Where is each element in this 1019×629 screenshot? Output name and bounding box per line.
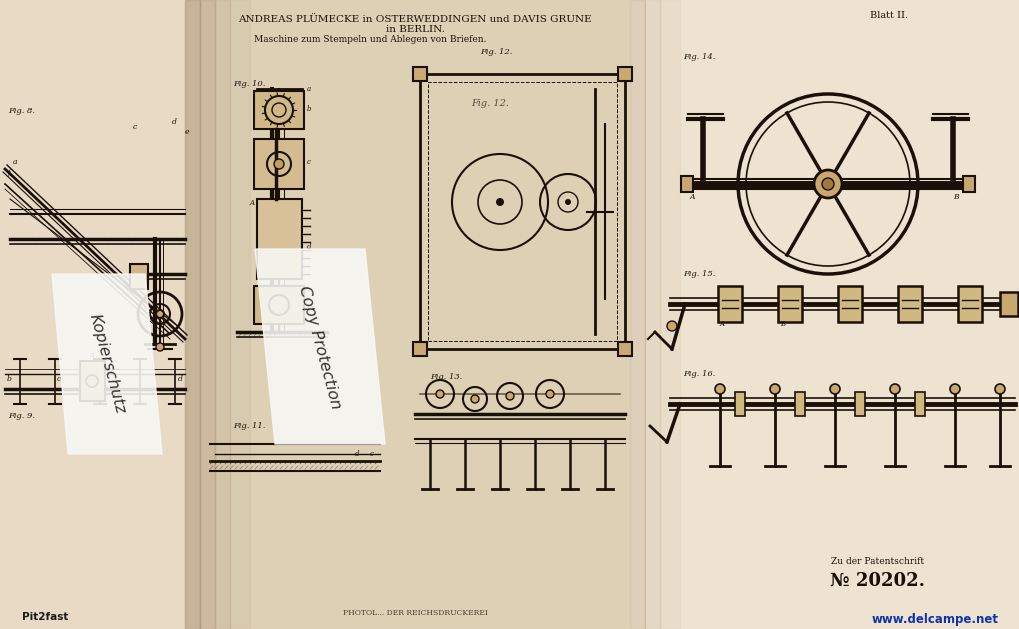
Text: in BERLIN.: in BERLIN. bbox=[385, 25, 444, 33]
Polygon shape bbox=[255, 249, 384, 444]
Bar bbox=[681, 176, 692, 192]
Circle shape bbox=[813, 170, 841, 198]
Bar bbox=[838, 286, 861, 322]
Circle shape bbox=[545, 390, 553, 398]
Polygon shape bbox=[184, 0, 630, 629]
Text: d: d bbox=[307, 243, 311, 251]
Text: ANDREAS PLÜMECKE in OSTERWEDDINGEN und DAVIS GRUNE: ANDREAS PLÜMECKE in OSTERWEDDINGEN und D… bbox=[238, 14, 591, 23]
Circle shape bbox=[769, 384, 780, 394]
Circle shape bbox=[829, 384, 840, 394]
Polygon shape bbox=[52, 274, 162, 454]
Bar bbox=[129, 264, 148, 289]
Text: d: d bbox=[172, 118, 176, 126]
Text: Fig. 8.: Fig. 8. bbox=[8, 107, 35, 115]
Circle shape bbox=[949, 384, 959, 394]
Bar bbox=[854, 392, 864, 416]
Text: A: A bbox=[250, 199, 255, 207]
Text: a: a bbox=[13, 158, 17, 166]
Text: A: A bbox=[689, 193, 695, 201]
Text: Fig. 16.: Fig. 16. bbox=[683, 370, 714, 378]
Text: c: c bbox=[307, 158, 311, 166]
Text: b: b bbox=[7, 375, 12, 383]
Text: c: c bbox=[57, 375, 61, 383]
Text: Fig. 12.: Fig. 12. bbox=[480, 48, 512, 56]
Bar bbox=[618, 67, 632, 81]
Polygon shape bbox=[630, 0, 644, 629]
Bar bbox=[79, 361, 105, 401]
Polygon shape bbox=[229, 0, 250, 629]
Text: d: d bbox=[178, 375, 182, 383]
Text: www.delcampe.net: www.delcampe.net bbox=[870, 613, 998, 625]
Text: a: a bbox=[307, 85, 311, 93]
Text: № 20202.: № 20202. bbox=[829, 572, 924, 590]
Bar bbox=[254, 91, 304, 129]
Circle shape bbox=[890, 384, 899, 394]
Bar bbox=[962, 176, 974, 192]
Text: Copy Protection: Copy Protection bbox=[296, 284, 343, 410]
Circle shape bbox=[495, 198, 503, 206]
Bar bbox=[257, 199, 302, 279]
Text: Fig. 14.: Fig. 14. bbox=[683, 53, 714, 61]
Bar bbox=[717, 286, 741, 322]
Text: e: e bbox=[184, 128, 190, 136]
Circle shape bbox=[505, 392, 514, 400]
Circle shape bbox=[821, 178, 834, 190]
Text: b: b bbox=[307, 105, 311, 113]
Text: Kopierschutz: Kopierschutz bbox=[87, 313, 127, 416]
Text: Fig. 9.: Fig. 9. bbox=[8, 412, 35, 420]
Bar bbox=[957, 286, 981, 322]
Bar bbox=[428, 82, 616, 341]
Text: a: a bbox=[90, 351, 95, 359]
Text: B: B bbox=[952, 193, 958, 201]
Text: c: c bbox=[132, 123, 138, 131]
Polygon shape bbox=[0, 0, 184, 629]
Text: Fig. 10.: Fig. 10. bbox=[232, 80, 265, 88]
Text: c: c bbox=[370, 450, 374, 458]
Text: B: B bbox=[780, 320, 785, 328]
Bar bbox=[897, 286, 921, 322]
Text: Fig. 11.: Fig. 11. bbox=[232, 422, 265, 430]
Text: Fig. 12.: Fig. 12. bbox=[471, 99, 508, 108]
Text: Zu der Patentschrift: Zu der Patentschrift bbox=[830, 557, 923, 565]
Bar bbox=[254, 139, 304, 189]
Polygon shape bbox=[630, 0, 1019, 629]
Bar bbox=[794, 392, 804, 416]
Circle shape bbox=[274, 159, 283, 169]
Bar bbox=[777, 286, 801, 322]
Bar bbox=[420, 74, 625, 349]
Polygon shape bbox=[659, 0, 680, 629]
Text: Fig. 15.: Fig. 15. bbox=[683, 270, 714, 278]
Circle shape bbox=[994, 384, 1004, 394]
Circle shape bbox=[156, 310, 164, 318]
Circle shape bbox=[435, 390, 443, 398]
Bar bbox=[999, 292, 1017, 316]
Text: f: f bbox=[7, 169, 10, 177]
Bar bbox=[254, 286, 304, 324]
Bar bbox=[618, 342, 632, 356]
Bar bbox=[413, 342, 427, 356]
Polygon shape bbox=[215, 0, 229, 629]
Bar bbox=[914, 392, 924, 416]
Circle shape bbox=[156, 343, 164, 351]
Circle shape bbox=[666, 321, 677, 331]
Polygon shape bbox=[184, 0, 200, 629]
Circle shape bbox=[565, 199, 571, 205]
Text: PHOTOL... DER REICHSDRUCKEREI: PHOTOL... DER REICHSDRUCKEREI bbox=[342, 609, 487, 617]
Bar bbox=[735, 392, 744, 416]
Bar bbox=[413, 67, 427, 81]
Text: Fig. 13.: Fig. 13. bbox=[430, 373, 462, 381]
Text: Maschine zum Stempeln und Ablegen von Briefen.: Maschine zum Stempeln und Ablegen von Br… bbox=[254, 35, 486, 43]
Text: d: d bbox=[355, 450, 359, 458]
Text: Pit2fast: Pit2fast bbox=[22, 612, 68, 622]
Circle shape bbox=[714, 384, 725, 394]
Polygon shape bbox=[200, 0, 215, 629]
Text: Blatt II.: Blatt II. bbox=[869, 11, 907, 21]
Circle shape bbox=[471, 395, 479, 403]
Polygon shape bbox=[644, 0, 659, 629]
Text: A: A bbox=[719, 320, 725, 328]
